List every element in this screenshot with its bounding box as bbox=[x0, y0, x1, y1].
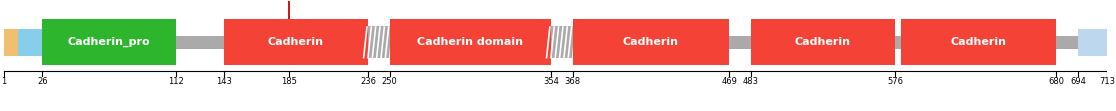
FancyBboxPatch shape bbox=[389, 19, 551, 65]
Text: 483: 483 bbox=[743, 77, 759, 86]
FancyBboxPatch shape bbox=[895, 36, 901, 49]
FancyBboxPatch shape bbox=[751, 19, 895, 65]
Text: 354: 354 bbox=[542, 77, 559, 86]
Text: 26: 26 bbox=[37, 77, 48, 86]
FancyBboxPatch shape bbox=[368, 26, 389, 58]
Text: Cadherin_pro: Cadherin_pro bbox=[68, 37, 151, 48]
FancyBboxPatch shape bbox=[175, 36, 224, 49]
Text: 469: 469 bbox=[721, 77, 737, 86]
FancyBboxPatch shape bbox=[18, 29, 42, 56]
Text: 368: 368 bbox=[565, 77, 580, 86]
FancyBboxPatch shape bbox=[224, 19, 368, 65]
FancyBboxPatch shape bbox=[1056, 36, 1078, 49]
Text: Cadherin: Cadherin bbox=[951, 37, 1007, 47]
Text: 185: 185 bbox=[281, 77, 297, 86]
Text: 576: 576 bbox=[887, 77, 903, 86]
FancyBboxPatch shape bbox=[1078, 29, 1107, 56]
FancyBboxPatch shape bbox=[3, 29, 21, 56]
Text: Cadherin: Cadherin bbox=[268, 37, 324, 47]
FancyBboxPatch shape bbox=[573, 19, 729, 65]
Text: 713: 713 bbox=[1099, 77, 1115, 86]
Text: 250: 250 bbox=[382, 77, 397, 86]
Text: 143: 143 bbox=[215, 77, 232, 86]
FancyBboxPatch shape bbox=[551, 26, 573, 58]
Text: Cadherin: Cadherin bbox=[623, 37, 679, 47]
Text: 680: 680 bbox=[1048, 77, 1065, 86]
FancyBboxPatch shape bbox=[729, 36, 751, 49]
FancyBboxPatch shape bbox=[42, 19, 175, 65]
FancyBboxPatch shape bbox=[3, 39, 1107, 46]
Text: 112: 112 bbox=[167, 77, 184, 86]
Text: 236: 236 bbox=[360, 77, 376, 86]
Text: 1: 1 bbox=[1, 77, 7, 86]
Text: 694: 694 bbox=[1070, 77, 1086, 86]
Text: Cadherin domain: Cadherin domain bbox=[417, 37, 523, 47]
FancyBboxPatch shape bbox=[901, 19, 1056, 65]
Text: Cadherin: Cadherin bbox=[795, 37, 850, 47]
